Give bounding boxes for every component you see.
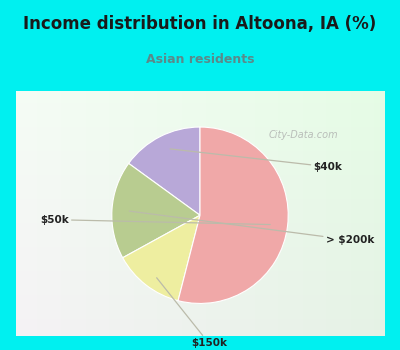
Text: $150k: $150k	[157, 278, 227, 348]
Text: $40k: $40k	[170, 149, 342, 172]
Text: City-Data.com: City-Data.com	[268, 130, 338, 140]
Text: Asian residents: Asian residents	[146, 53, 254, 66]
Wedge shape	[129, 127, 200, 215]
Text: > $200k: > $200k	[129, 211, 374, 245]
Wedge shape	[123, 215, 200, 301]
Text: $50k: $50k	[40, 215, 270, 225]
Wedge shape	[112, 163, 200, 258]
Text: Income distribution in Altoona, IA (%): Income distribution in Altoona, IA (%)	[23, 15, 377, 34]
Wedge shape	[178, 127, 288, 303]
